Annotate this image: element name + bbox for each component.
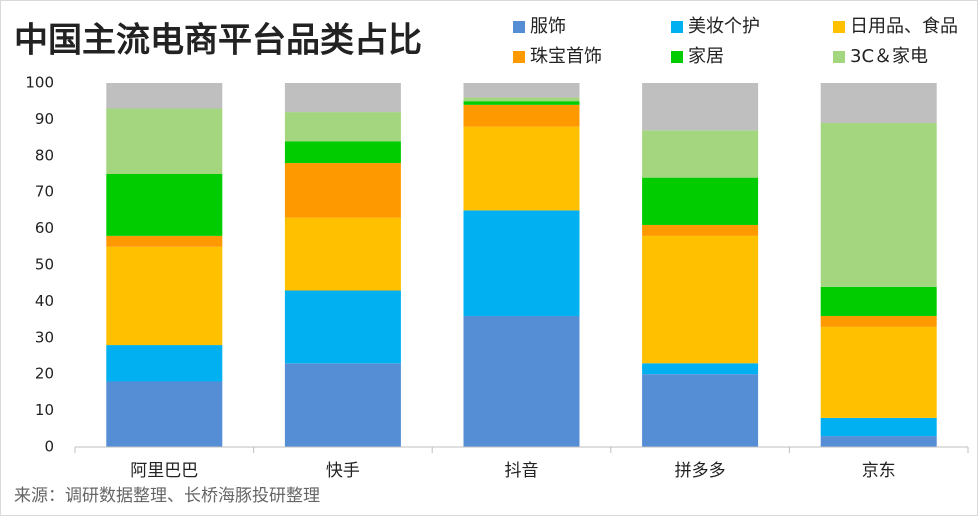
y-tick-label: 80	[35, 146, 54, 164]
bar-segment	[820, 83, 937, 124]
legend-label: 家居	[688, 46, 724, 67]
bar-segment	[284, 112, 401, 142]
y-tick-label: 60	[35, 219, 54, 237]
x-tick-label: 抖音	[505, 461, 539, 481]
bar-segment	[106, 235, 223, 247]
bar-segment	[463, 210, 580, 316]
y-tick-label: 90	[35, 110, 54, 128]
bar-segment	[820, 326, 937, 418]
bar-segment	[284, 141, 401, 164]
bar-segment	[642, 83, 759, 131]
y-tick-label: 50	[35, 256, 54, 274]
legend-swatch	[671, 21, 683, 33]
legend-label: 服饰	[530, 16, 566, 37]
bar-segment	[642, 224, 759, 236]
bar-segment	[642, 374, 759, 447]
bar-segment	[463, 83, 580, 98]
bar-segment	[820, 417, 937, 437]
y-tick-label: 100	[25, 74, 54, 92]
bar-segment	[463, 101, 580, 105]
legend-swatch	[833, 51, 845, 63]
legend-label: 珠宝首饰	[530, 46, 602, 67]
x-tick-label: 阿里巴巴	[130, 461, 198, 481]
bar-segment	[642, 130, 759, 178]
bar-segment	[820, 315, 937, 327]
bar-segment	[284, 217, 401, 291]
bar-segment	[642, 177, 759, 225]
bar-segment	[463, 126, 580, 211]
bar-segment	[106, 246, 223, 346]
bar-segment	[820, 286, 937, 316]
bar-segment	[463, 104, 580, 127]
y-tick-label: 0	[44, 438, 54, 456]
legend-swatch	[671, 51, 683, 63]
bar-segment	[106, 381, 223, 447]
legend-swatch	[513, 21, 525, 33]
legend-label: 日用品、食品	[850, 16, 958, 37]
bar-segment	[284, 290, 401, 364]
y-tick-label: 30	[35, 328, 54, 346]
x-tick-label: 京东	[862, 461, 896, 481]
legend-swatch	[833, 21, 845, 33]
bar-segment	[284, 363, 401, 447]
bar-segment	[463, 315, 580, 447]
source-note: 来源：调研数据整理、长桥海豚投研整理	[14, 486, 320, 506]
bar-segment	[463, 97, 580, 102]
bar-segment	[820, 436, 937, 447]
chart-title: 中国主流电商平台品类占比	[14, 21, 422, 61]
y-tick-label: 70	[35, 183, 54, 201]
x-tick-label: 拼多多	[675, 461, 726, 481]
bar-segment	[106, 345, 223, 382]
bar-segment	[284, 83, 401, 113]
bar-segment	[820, 123, 937, 287]
x-tick-label: 快手	[326, 461, 360, 481]
y-tick-label: 20	[35, 365, 54, 383]
bar-segment	[284, 163, 401, 218]
bar-segment	[642, 363, 759, 375]
legend-label: 美妆个护	[688, 16, 760, 37]
bar-segment	[106, 83, 223, 109]
y-tick-label: 10	[35, 401, 54, 419]
y-tick-label: 40	[35, 292, 54, 310]
legend-label: 3C＆家电	[850, 46, 928, 67]
bar-segment	[106, 108, 223, 174]
legend-swatch	[513, 51, 525, 63]
bar-segment	[642, 235, 759, 364]
bar-segment	[106, 174, 223, 236]
